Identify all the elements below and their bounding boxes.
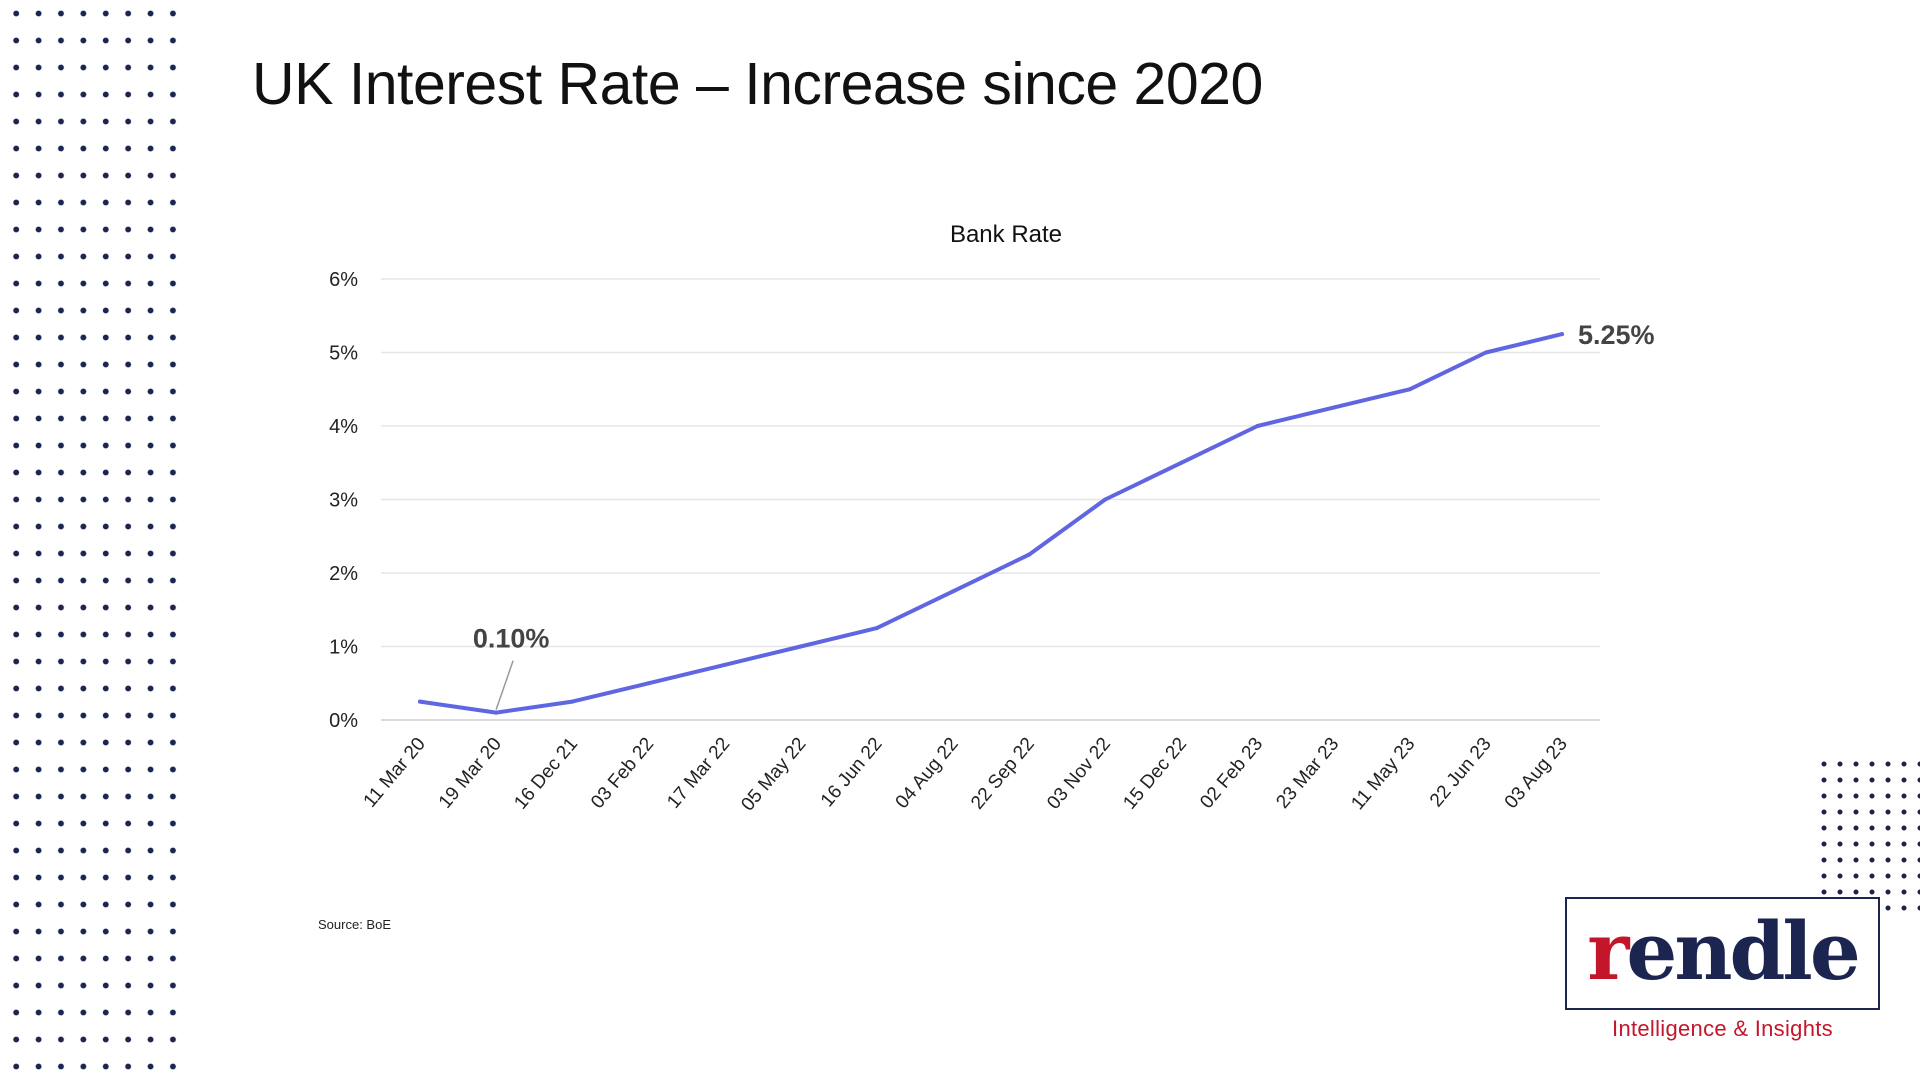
x-tick-label: 11 May 23	[1347, 734, 1419, 814]
data-point	[494, 710, 499, 715]
y-tick-label: 5%	[329, 343, 358, 365]
data-point	[570, 699, 575, 704]
series-line-bank-rate	[418, 332, 1564, 715]
brand-logo: rendle	[1565, 897, 1880, 1010]
data-point	[722, 662, 727, 667]
data-point	[1331, 405, 1336, 410]
x-tick-label: 17 Mar 22	[663, 734, 734, 813]
logo-wordmark-rest: endle	[1626, 904, 1860, 998]
logo-wordmark: rendle	[1567, 905, 1878, 997]
chart-title: Bank Rate	[950, 221, 1062, 248]
logo-tagline: Intelligence & Insights	[1612, 1016, 1833, 1041]
data-point	[874, 626, 879, 631]
data-point	[1179, 460, 1184, 465]
data-point	[418, 699, 422, 704]
decorative-dot-pattern-left	[0, 0, 190, 1080]
data-point	[1483, 350, 1488, 355]
x-tick-label: 11 Mar 20	[360, 734, 430, 812]
data-point	[646, 681, 651, 686]
annotation-label: 0.10%	[473, 624, 550, 654]
x-tick-label: 02 Feb 23	[1196, 734, 1267, 813]
logo-wordmark-first-letter: r	[1587, 904, 1629, 998]
x-tick-label: 03 Aug 23	[1501, 734, 1572, 813]
annotation-leader-line	[495, 660, 514, 710]
source-note: Source: BoE	[318, 917, 391, 932]
x-tick-label: 03 Nov 22	[1043, 734, 1115, 814]
x-tick-label: 16 Dec 21	[510, 734, 582, 814]
x-tick-label: 15 Dec 22	[1119, 734, 1191, 814]
data-point	[1560, 332, 1564, 337]
data-point	[1027, 552, 1032, 557]
data-point	[1255, 424, 1260, 428]
y-tick-label: 3%	[329, 490, 358, 512]
decorative-dot-pattern-right	[1816, 756, 1920, 916]
x-tick-label: 05 May 22	[737, 734, 810, 815]
data-point	[798, 644, 803, 649]
x-tick-label: 19 Mar 20	[435, 734, 506, 813]
x-tick-label: 03 Feb 22	[587, 734, 658, 813]
x-tick-label: 16 Jun 22	[817, 734, 887, 811]
page-title: UK Interest Rate – Increase since 2020	[252, 51, 1263, 117]
data-point	[1407, 387, 1412, 392]
x-tick-label: 04 Aug 22	[892, 734, 963, 813]
y-tick-label: 6%	[329, 269, 358, 291]
annotation-label: 5.25%	[1578, 320, 1655, 350]
y-tick-label: 1%	[329, 637, 358, 659]
data-point	[950, 589, 955, 594]
x-tick-label: 22 Sep 22	[967, 734, 1039, 814]
y-tick-label: 4%	[329, 416, 358, 438]
y-tick-label: 0%	[329, 710, 358, 732]
y-tick-label: 2%	[329, 563, 358, 585]
x-tick-label: 23 Mar 23	[1272, 734, 1343, 813]
data-point	[1103, 497, 1108, 502]
x-tick-label: 22 Jun 23	[1426, 734, 1496, 811]
